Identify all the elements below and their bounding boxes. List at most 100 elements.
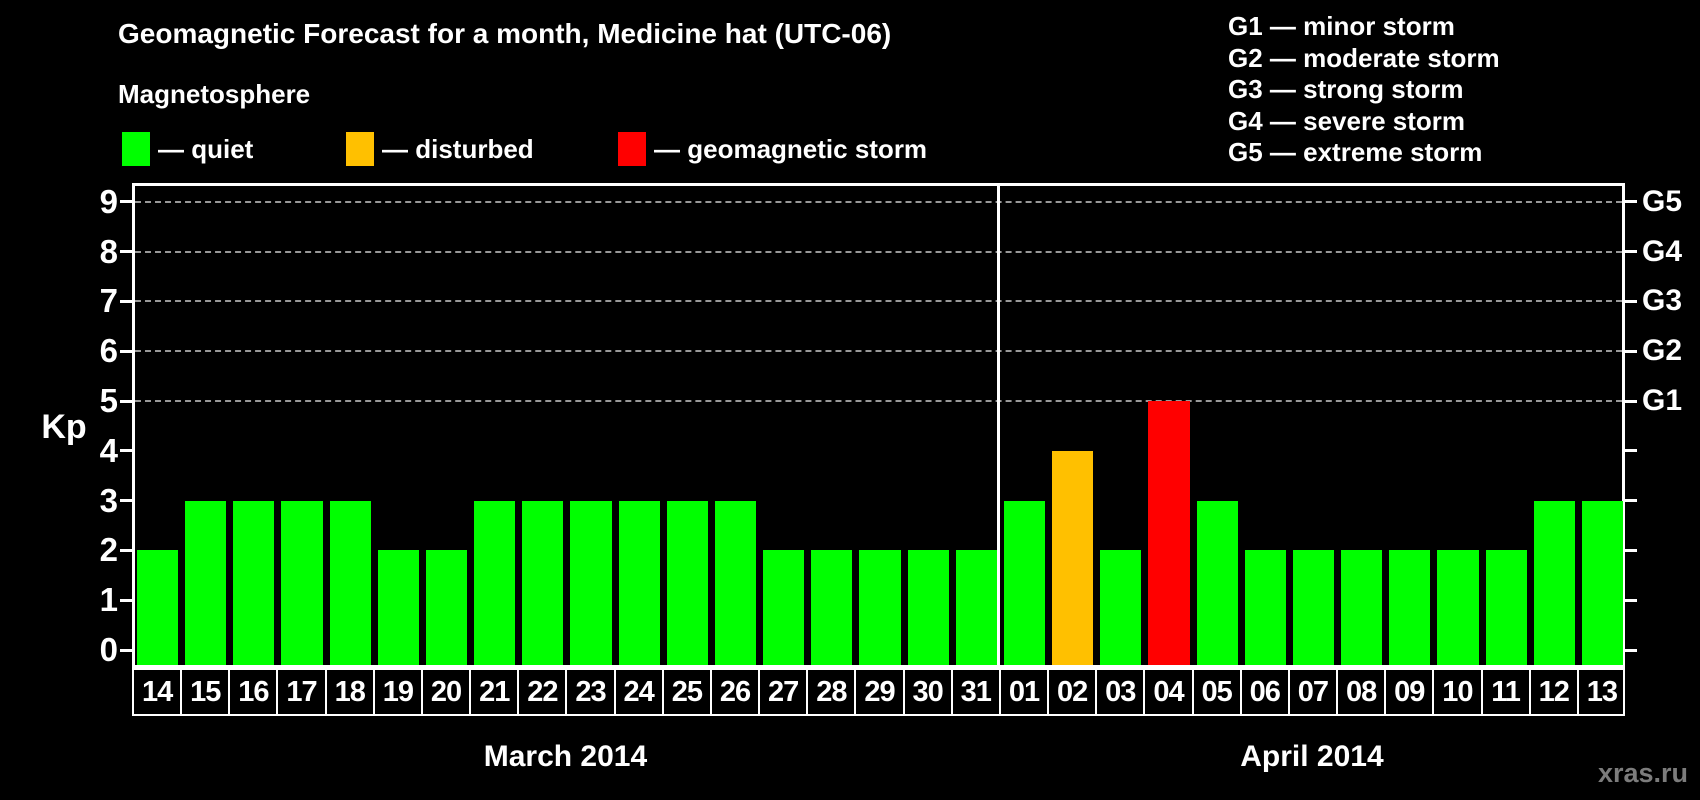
gridline-kp6 [135,350,1622,353]
bar-day-25 [666,500,708,665]
day-label-12: 12 [1528,668,1577,716]
day-label-29: 29 [854,668,903,716]
day-label-07: 07 [1287,668,1337,716]
bar-day-17 [281,500,323,665]
month-label-march: March 2014 [483,740,648,773]
y-tick-label-6: 6 [99,332,118,370]
bar-day-21 [474,500,516,665]
month-separator [997,186,1001,665]
bar-day-26 [714,500,757,665]
legend-label-disturbed: — disturbed [382,134,534,164]
bar-day-13 [1581,500,1623,665]
storm-scale-line-3: G3 — strong storm [1228,74,1464,105]
legend-label-storm: — geomagnetic storm [654,134,928,164]
day-label-22: 22 [517,668,566,716]
y-tick-right-0 [1625,648,1637,652]
day-label-01: 01 [998,668,1048,716]
storm-scale-line-4: G4 — severe storm [1228,105,1466,136]
y-tick-right-6 [1625,349,1637,353]
right-axis-label-g4: G4 [1642,234,1683,268]
legend-label-quiet: — quiet [158,134,254,164]
day-label-23: 23 [565,668,614,716]
day-label-26: 26 [709,668,759,716]
day-label-03: 03 [1095,668,1144,716]
y-tick-right-8 [1625,250,1637,254]
quiet-swatch [122,132,150,166]
day-label-02: 02 [1047,668,1096,716]
chart-title: Geomagnetic Forecast for a month, Medici… [118,18,892,49]
y-tick-left-3 [120,499,132,503]
day-label-10: 10 [1432,668,1481,716]
gridline-kp5 [135,400,1622,402]
y-tick-left-6 [120,349,132,353]
gridline-kp7 [135,300,1622,303]
y-tick-right-7 [1625,299,1637,303]
y-tick-left-9 [120,200,132,204]
right-axis-label-g3: G3 [1642,284,1683,318]
y-axis-title: Kp [41,408,87,446]
y-tick-label-5: 5 [99,382,118,419]
storm-scale-line-2: G2 — moderate storm [1228,42,1500,73]
y-tick-label-1: 1 [99,581,118,619]
day-label-05: 05 [1191,668,1240,716]
y-tick-label-9: 9 [99,182,118,220]
storm-scale-line-5: G5 — extreme storm [1228,137,1483,168]
storm-scale-line-1: G1 — minor storm [1228,11,1455,41]
storm-scale-legend: G1 — minor storm G2 — moderate storm G3 — … [1228,11,1500,169]
bar-day-01 [1003,500,1046,665]
y-tick-label-4: 4 [99,431,118,469]
bar-day-02 [1052,450,1094,665]
day-axis-endcap [1623,668,1625,716]
y-tick-right-4 [1625,449,1637,453]
y-tick-label-2: 2 [99,531,118,569]
bar-day-03 [1100,550,1142,665]
bar-day-09 [1389,550,1431,665]
day-label-30: 30 [902,668,951,716]
bar-day-07 [1292,550,1335,665]
day-label-15: 15 [180,668,229,716]
bar-day-06 [1244,550,1286,665]
plot-area [132,183,1625,668]
y-tick-right-5 [1625,399,1637,403]
storm-swatch [618,132,646,166]
bar-day-16 [233,500,275,665]
y-tick-left-4 [120,449,132,453]
bar-day-10 [1437,550,1479,665]
day-label-06: 06 [1239,668,1288,716]
y-tick-left-8 [120,250,132,254]
right-axis-label-g5: G5 [1642,184,1683,218]
y-tick-right-3 [1625,499,1637,503]
day-label-16: 16 [228,668,277,716]
bar-day-08 [1341,550,1383,665]
y-tick-label-3: 3 [99,481,118,519]
y-tick-label-8: 8 [99,232,118,270]
y-tick-label-0: 0 [99,631,118,668]
y-tick-left-1 [120,598,132,602]
right-axis-label-g1: G1 [1642,384,1683,417]
day-label-31: 31 [950,668,999,716]
bar-day-29 [859,550,901,665]
y-tick-left-0 [120,648,132,652]
bar-day-15 [185,500,227,665]
day-label-28: 28 [806,668,855,716]
bar-day-28 [811,550,853,665]
legend-heading: Magnetosphere [118,79,311,109]
watermark: xras.ru [1597,758,1688,788]
right-axis-label-g2: G2 [1642,334,1683,368]
day-label-19: 19 [372,668,421,716]
y-tick-left-5 [120,399,132,403]
y-tick-right-9 [1625,200,1637,204]
y-tick-left-7 [120,299,132,303]
day-label-11: 11 [1480,668,1529,716]
gridline-kp9 [135,200,1622,203]
day-label-27: 27 [758,668,807,716]
bar-day-22 [522,500,564,665]
bar-day-05 [1196,500,1238,665]
day-label-18: 18 [324,668,373,716]
bar-day-23 [570,500,612,665]
day-label-08: 08 [1336,668,1385,716]
y-tick-label-7: 7 [99,282,118,320]
bar-day-04 [1148,401,1190,665]
gridline-kp8 [135,250,1622,253]
bar-day-14 [137,550,179,665]
